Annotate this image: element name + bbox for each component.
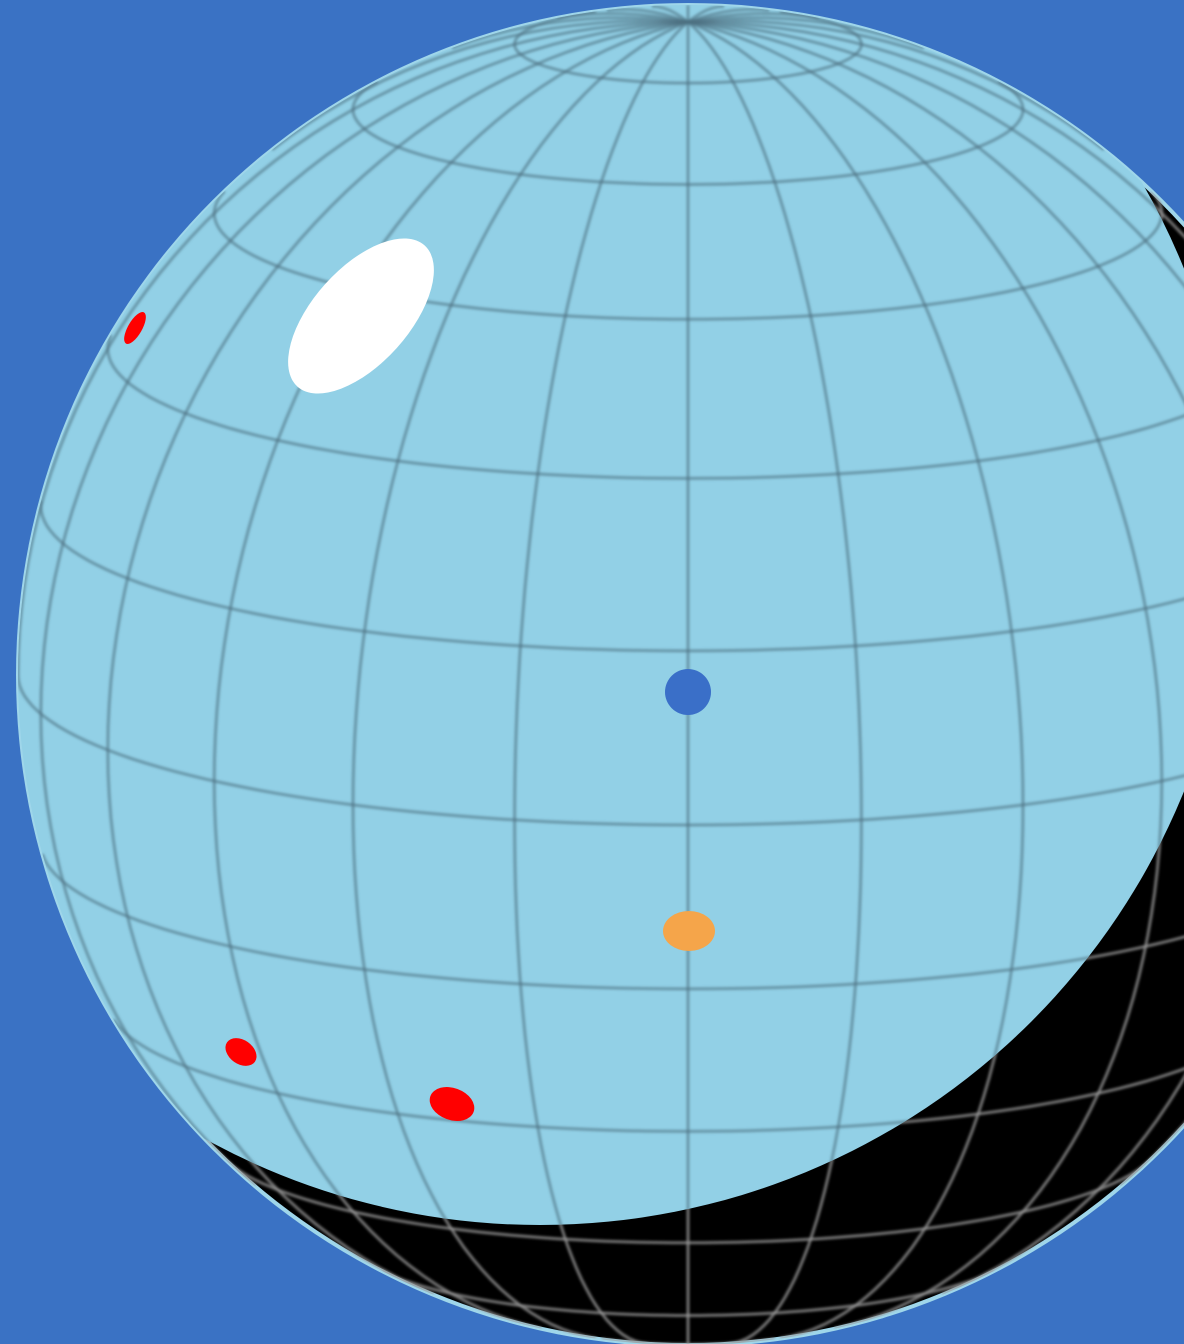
orange-marker bbox=[663, 911, 715, 951]
red-marker bbox=[429, 1087, 475, 1121]
grid-line bbox=[351, 20, 689, 1225]
grid-line bbox=[557, 11, 689, 24]
grid-line bbox=[651, 5, 689, 24]
grid-line bbox=[687, 16, 925, 50]
grid-line bbox=[687, 5, 725, 24]
blue-marker bbox=[665, 669, 711, 715]
grid-line bbox=[601, 1337, 775, 1344]
grid-line bbox=[687, 7, 770, 24]
specular-highlight bbox=[288, 238, 434, 394]
grid-line bbox=[513, 20, 690, 1225]
grid-line bbox=[18, 20, 689, 676]
grid-line bbox=[106, 20, 689, 1225]
red-marker bbox=[225, 1038, 257, 1066]
grid-line bbox=[687, 19, 1105, 151]
red-marker bbox=[124, 312, 146, 344]
grid-line bbox=[606, 7, 689, 24]
grid-line bbox=[39, 20, 689, 1188]
grid-line bbox=[687, 20, 1025, 1225]
grid-line bbox=[451, 16, 689, 50]
grid-line bbox=[271, 19, 689, 151]
grid-line bbox=[686, 20, 863, 1225]
grid-line bbox=[687, 20, 1184, 1188]
grid-line bbox=[687, 11, 819, 24]
